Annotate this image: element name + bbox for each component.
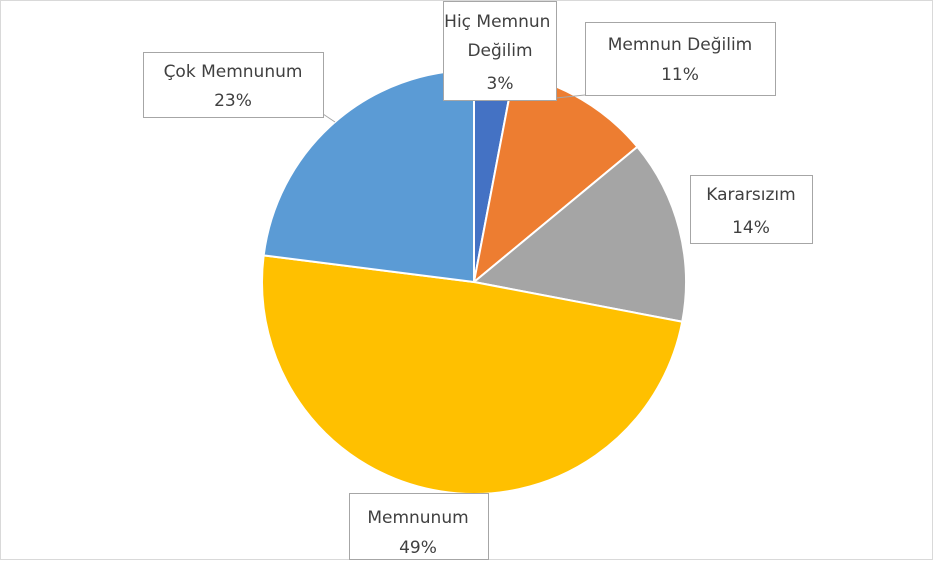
label-line: Değilim [467,41,532,61]
pie-slice [262,68,475,284]
value-label: 49% [399,538,437,558]
value-label: 23% [214,91,252,111]
value-label: 3% [487,74,514,94]
category-label: Memnunum [367,508,468,528]
label-box [443,1,557,101]
label-box [690,175,813,244]
category-label: Çok Memnunum [164,62,303,82]
leader-line [555,94,586,99]
leader-line [322,113,336,123]
value-label: 14% [732,218,770,238]
pie-slice [471,145,687,323]
category-label: Memnun Değilim [608,35,752,55]
pie-slice [261,254,684,495]
label-box [585,22,776,96]
category-label: Kararsızım [706,185,795,205]
category-label: Hiç Memnun Değilim [444,12,556,61]
value-label: 11% [661,65,699,85]
label-box [143,52,324,118]
label-line: Hiç Memnun [444,12,556,32]
